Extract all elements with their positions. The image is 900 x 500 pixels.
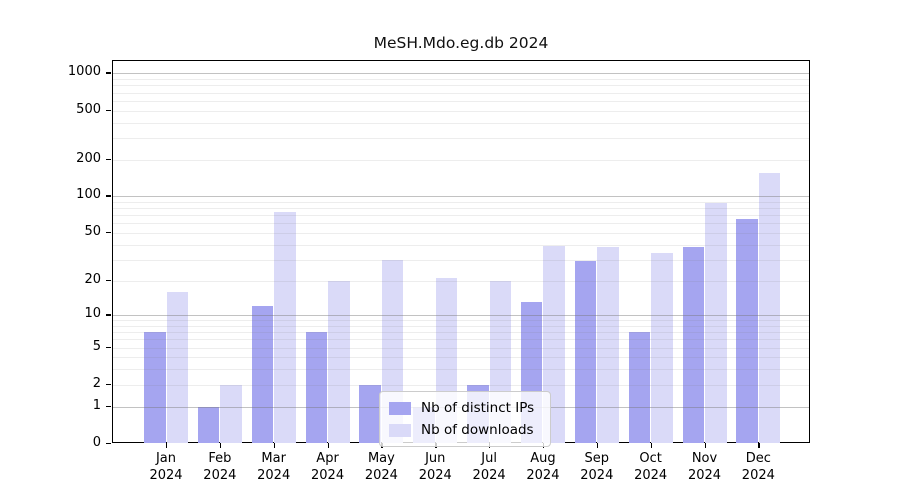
minor-gridline-60 bbox=[113, 223, 809, 225]
legend: Nb of distinct IPs Nb of downloads bbox=[379, 391, 551, 447]
minor-gridline-80 bbox=[113, 208, 809, 210]
y-tick-label-5: 5 bbox=[92, 338, 101, 354]
x-tick-label-may: May 2024 bbox=[364, 451, 398, 483]
bar-distinct-ips-jan bbox=[144, 332, 166, 443]
y-tick-label-1000: 1000 bbox=[67, 64, 101, 80]
minor-gridline-300 bbox=[113, 137, 809, 139]
major-gridline-100 bbox=[113, 196, 809, 198]
x-tick-label-jun: Jun 2024 bbox=[418, 451, 452, 483]
x-tick-nov bbox=[704, 443, 706, 448]
minor-gridline-50 bbox=[113, 233, 809, 234]
minor-gridline-3 bbox=[113, 369, 809, 371]
y-tick-500 bbox=[106, 109, 111, 111]
x-tick-label-mar: Mar 2024 bbox=[257, 451, 291, 483]
minor-gridline-2 bbox=[113, 384, 809, 386]
x-tick-dec bbox=[758, 443, 760, 448]
y-tick-label-20: 20 bbox=[84, 271, 101, 287]
bar-downloads-mar bbox=[274, 211, 296, 443]
x-tick-label-sep: Sep 2024 bbox=[580, 451, 614, 483]
y-tick-label-10: 10 bbox=[84, 306, 101, 322]
bar-distinct-ips-apr bbox=[305, 332, 328, 443]
x-tick-label-dec: Dec 2024 bbox=[741, 451, 775, 483]
minor-gridline-500 bbox=[113, 110, 809, 112]
bar-downloads-oct bbox=[651, 253, 673, 443]
minor-gridline-5 bbox=[113, 347, 809, 349]
bar-downloads-jan bbox=[166, 291, 188, 443]
y-tick-label-0: 0 bbox=[92, 434, 101, 450]
bar-downloads-sep bbox=[597, 247, 619, 443]
x-tick-label-jan: Jan 2024 bbox=[149, 451, 183, 483]
x-tick-oct bbox=[650, 443, 653, 448]
x-tick-sep bbox=[596, 443, 599, 448]
x-tick-jan bbox=[166, 443, 168, 448]
y-tick-1000 bbox=[106, 72, 111, 74]
bar-distinct-ips-feb bbox=[197, 406, 220, 443]
bar-distinct-ips-nov bbox=[682, 247, 704, 443]
minor-gridline-7 bbox=[113, 332, 809, 334]
minor-gridline-400 bbox=[113, 122, 809, 124]
minor-gridline-6 bbox=[113, 339, 809, 341]
minor-gridline-700 bbox=[113, 92, 809, 94]
major-gridline-1000 bbox=[113, 73, 809, 75]
bar-downloads-feb bbox=[220, 384, 242, 443]
y-tick-1 bbox=[106, 405, 111, 407]
legend-label-distinct-ips: Nb of distinct IPs bbox=[421, 400, 535, 416]
minor-gridline-200 bbox=[113, 159, 809, 161]
bar-distinct-ips-dec bbox=[736, 219, 758, 443]
y-tick-0 bbox=[106, 442, 111, 445]
minor-gridline-90 bbox=[113, 201, 809, 203]
x-tick-label-jul: Jul 2024 bbox=[472, 451, 506, 483]
x-tick-mar bbox=[273, 443, 276, 448]
y-tick-100 bbox=[106, 195, 111, 197]
major-gridline-10 bbox=[113, 315, 809, 317]
minor-gridline-900 bbox=[113, 79, 809, 81]
minor-gridline-4 bbox=[113, 357, 809, 359]
legend-swatch-downloads bbox=[389, 423, 411, 437]
legend-item-downloads: Nb of downloads bbox=[389, 419, 541, 441]
x-tick-label-aug: Aug 2024 bbox=[526, 451, 560, 483]
bar-downloads-nov bbox=[705, 203, 727, 443]
minor-gridline-70 bbox=[113, 215, 809, 217]
bar-distinct-ips-may bbox=[359, 384, 381, 443]
x-tick-label-nov: Nov 2024 bbox=[687, 451, 722, 483]
x-tick-label-feb: Feb 2024 bbox=[203, 451, 237, 483]
grid-layer bbox=[113, 61, 809, 442]
minor-gridline-600 bbox=[113, 100, 809, 102]
y-tick-20 bbox=[106, 279, 111, 281]
minor-gridline-40 bbox=[113, 244, 809, 246]
x-tick-feb bbox=[219, 443, 222, 448]
y-tick-label-50: 50 bbox=[84, 224, 101, 239]
minor-gridline-9 bbox=[113, 320, 809, 322]
minor-gridline-800 bbox=[113, 85, 809, 87]
plot-area: Nb of distinct IPs Nb of downloads bbox=[112, 60, 810, 447]
y-tick-label-500: 500 bbox=[76, 101, 101, 117]
y-tick-label-100: 100 bbox=[76, 187, 101, 203]
y-tick-50 bbox=[106, 232, 111, 234]
y-tick-label-1: 1 bbox=[92, 397, 101, 413]
x-tick-apr bbox=[327, 443, 329, 448]
legend-swatch-distinct-ips bbox=[389, 401, 411, 415]
bar-distinct-ips-oct bbox=[628, 332, 651, 443]
bar-distinct-ips-mar bbox=[251, 306, 274, 443]
bar-downloads-dec bbox=[758, 173, 781, 443]
legend-item-distinct-ips: Nb of distinct IPs bbox=[389, 397, 541, 419]
minor-gridline-20 bbox=[113, 280, 809, 282]
minor-gridline-8 bbox=[113, 325, 809, 327]
legend-label-downloads: Nb of downloads bbox=[421, 422, 534, 438]
y-tick-label-2: 2 bbox=[92, 375, 101, 391]
minor-gridline-30 bbox=[113, 259, 809, 261]
x-tick-label-apr: Apr 2024 bbox=[311, 451, 345, 483]
y-tick-10 bbox=[106, 314, 111, 316]
y-tick-2 bbox=[106, 383, 111, 386]
y-tick-label-200: 200 bbox=[76, 150, 101, 166]
y-tick-200 bbox=[106, 158, 111, 160]
chart-title: MeSH.Mdo.eg.db 2024 bbox=[373, 34, 549, 52]
bar-distinct-ips-sep bbox=[574, 261, 597, 443]
bar-downloads-apr bbox=[328, 280, 350, 443]
y-tick-5 bbox=[106, 346, 111, 349]
x-tick-label-oct: Oct 2024 bbox=[634, 451, 668, 483]
